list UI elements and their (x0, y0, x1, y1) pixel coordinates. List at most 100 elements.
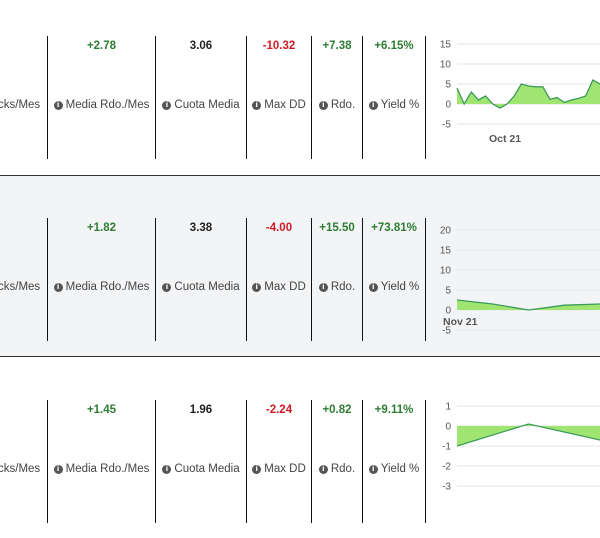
divider (47, 218, 48, 341)
info-icon[interactable]: i (53, 465, 63, 474)
y-tick-label: 10 (440, 266, 452, 277)
profit-line (456, 79, 600, 109)
max-dd-cell: -4.00 i Max DD (247, 218, 311, 341)
picks-per-month-cell: cks/Mes (0, 400, 48, 523)
row-separator (0, 175, 600, 176)
stats-row-3: cks/Mes +1.45 i Media Rdo./Mes 1.96 i Cuot… (0, 357, 600, 538)
info-icon[interactable]: i (368, 465, 378, 474)
info-icon[interactable]: i (162, 465, 172, 474)
avg-return-month-header[interactable]: i Media Rdo./Mes (48, 99, 155, 111)
return-cell: +7.38 i Rdo. (312, 36, 362, 159)
yield-cell: +9.11% i Yield % (363, 400, 425, 523)
avg-odds-cell: 3.38 i Cuota Media (156, 218, 246, 341)
avg-return-month-label: Media Rdo./Mes (65, 463, 150, 475)
yield-header[interactable]: i Yield % (363, 463, 425, 475)
max-dd-value: -4.00 (265, 222, 293, 234)
info-icon[interactable]: i (53, 101, 63, 110)
info-icon[interactable]: i (162, 283, 172, 292)
info-icon[interactable]: i (252, 465, 262, 474)
return-label: Rdo. (330, 99, 356, 111)
info-icon[interactable]: i (252, 283, 262, 292)
info-icon[interactable]: i (252, 101, 262, 110)
y-tick-label: 10 (440, 60, 452, 71)
avg-return-month-cell: +1.45 i Media Rdo./Mes (48, 400, 155, 523)
picks-per-month-cell: cks/Mes (0, 218, 48, 341)
y-tick-label: 15 (440, 246, 452, 257)
avg-return-month-label: Media Rdo./Mes (65, 99, 150, 111)
yield-label: Yield % (380, 99, 420, 111)
y-tick-label: 5 (445, 286, 451, 297)
max-dd-value: -2.24 (265, 404, 293, 416)
avg-return-month-value: +2.78 (86, 40, 117, 52)
divider (362, 36, 363, 159)
max-dd-header[interactable]: i Max DD (247, 99, 311, 111)
yield-cell: +6.15% i Yield % (363, 36, 425, 159)
avg-odds-label: Cuota Media (174, 99, 240, 111)
avg-return-month-header[interactable]: i Media Rdo./Mes (48, 281, 155, 293)
avg-odds-value: 1.96 (189, 404, 213, 416)
return-cell: +0.82 i Rdo. (312, 400, 362, 523)
divider (311, 218, 312, 341)
yield-header[interactable]: i Yield % (363, 99, 425, 111)
avg-odds-value: 3.06 (189, 40, 213, 52)
return-value: +0.82 (322, 404, 352, 416)
avg-odds-header[interactable]: i Cuota Media (156, 281, 246, 293)
picks-per-month-label: cks/Mes (0, 463, 41, 475)
yield-header[interactable]: i Yield % (363, 281, 425, 293)
yield-label: Yield % (380, 281, 420, 293)
yield-value: +6.15% (374, 40, 414, 52)
info-icon[interactable]: i (162, 101, 172, 110)
profit-line (456, 299, 600, 311)
y-tick-label: 20 (440, 226, 452, 237)
info-icon[interactable]: i (318, 283, 328, 292)
info-icon[interactable]: i (53, 283, 63, 292)
divider (47, 400, 48, 523)
max-dd-label: Max DD (264, 99, 306, 111)
y-tick-label: 15 (440, 40, 452, 51)
info-icon[interactable]: i (318, 465, 328, 474)
profit-chart-2: 20 15 10 5 0 -5 Nov 21 (427, 218, 600, 338)
max-dd-cell: -10.32 i Max DD (247, 36, 311, 159)
chart-svg: 1 0 -1 -2 -3 (442, 402, 600, 493)
info-icon[interactable]: i (368, 283, 378, 292)
profit-area (457, 80, 600, 108)
chart-svg: 15 10 5 0 -5 Oct 21 (440, 40, 600, 145)
avg-odds-header[interactable]: i Cuota Media (156, 99, 246, 111)
y-tick-label: 0 (445, 306, 451, 317)
y-tick-label: 0 (445, 100, 451, 111)
divider (47, 36, 48, 159)
profit-line (456, 423, 600, 447)
return-label: Rdo. (330, 463, 356, 475)
y-tick-label: 5 (445, 80, 451, 91)
avg-odds-label: Cuota Media (174, 281, 240, 293)
divider (362, 400, 363, 523)
divider (246, 400, 247, 523)
x-tick-label: Oct 21 (489, 133, 521, 145)
max-dd-header[interactable]: i Max DD (247, 281, 311, 293)
yield-value: +9.11% (374, 404, 414, 416)
y-tick-label: 0 (445, 422, 451, 433)
profit-chart-1: 15 10 5 0 -5 Oct 21 (427, 36, 600, 156)
y-tick-label: -5 (442, 326, 451, 337)
avg-return-month-header[interactable]: i Media Rdo./Mes (48, 463, 155, 475)
stats-row-2: cks/Mes +1.82 i Media Rdo./Mes 3.38 i Cuot… (0, 176, 600, 356)
return-header[interactable]: i Rdo. (312, 99, 362, 111)
avg-odds-cell: 3.06 i Cuota Media (156, 36, 246, 159)
avg-return-month-value: +1.82 (86, 222, 117, 234)
return-value: +7.38 (322, 40, 352, 52)
divider (425, 400, 426, 523)
divider (425, 218, 426, 341)
info-icon[interactable]: i (368, 101, 378, 110)
y-tick-label: -3 (442, 482, 451, 493)
return-header[interactable]: i Rdo. (312, 463, 362, 475)
divider (246, 36, 247, 159)
y-tick-label: 1 (445, 402, 451, 413)
info-icon[interactable]: i (318, 101, 328, 110)
avg-odds-header[interactable]: i Cuota Media (156, 463, 246, 475)
avg-return-month-cell: +1.82 i Media Rdo./Mes (48, 218, 155, 341)
avg-odds-value: 3.38 (189, 222, 213, 234)
max-dd-header[interactable]: i Max DD (247, 463, 311, 475)
return-header[interactable]: i Rdo. (312, 281, 362, 293)
avg-return-month-cell: +2.78 i Media Rdo./Mes (48, 36, 155, 159)
